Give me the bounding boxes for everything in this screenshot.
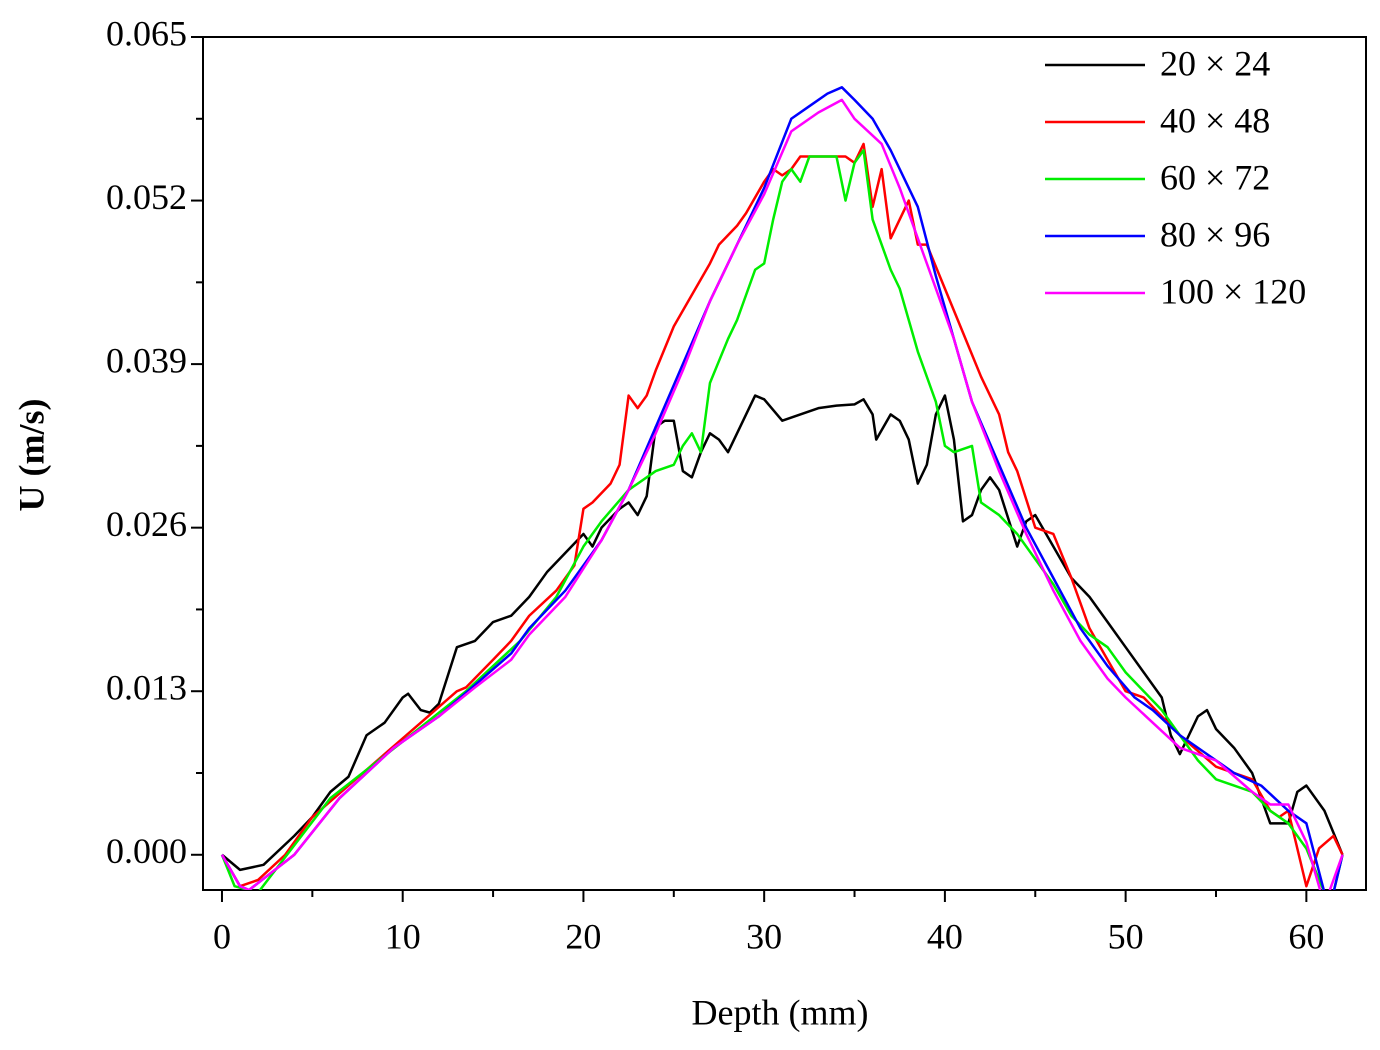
- legend-label: 60 × 72: [1160, 157, 1270, 197]
- series-line: [220, 148, 1344, 890]
- y-tick-label: 0.052: [106, 177, 187, 217]
- plot-frame: [202, 36, 1367, 891]
- x-tick-label: 0: [213, 916, 231, 956]
- y-tick-label: 0.026: [106, 504, 187, 544]
- legend-label: 80 × 96: [1160, 214, 1270, 254]
- x-tick-label: 10: [385, 916, 421, 956]
- y-tick-label: 0.000: [106, 831, 187, 871]
- series-line: [221, 394, 1344, 872]
- y-tick-label: 0.039: [106, 340, 187, 380]
- y-axis-title: U (m/s): [11, 399, 51, 512]
- x-axis-title: Depth (mm): [692, 992, 869, 1032]
- series-line: [220, 86, 1344, 890]
- x-tick-label: 40: [927, 916, 963, 956]
- y-tick-label: 0.065: [106, 13, 187, 53]
- x-tick-label: 60: [1288, 916, 1324, 956]
- legend-label: 20 × 24: [1160, 43, 1270, 83]
- legend-label: 100 × 120: [1160, 271, 1306, 311]
- legend-label: 40 × 48: [1160, 100, 1270, 140]
- y-tick-label: 0.013: [106, 667, 187, 707]
- x-tick-label: 50: [1108, 916, 1144, 956]
- series-line: [220, 98, 1344, 890]
- x-tick-label: 30: [746, 916, 782, 956]
- x-tick-label: 20: [565, 916, 601, 956]
- series-line: [220, 142, 1344, 888]
